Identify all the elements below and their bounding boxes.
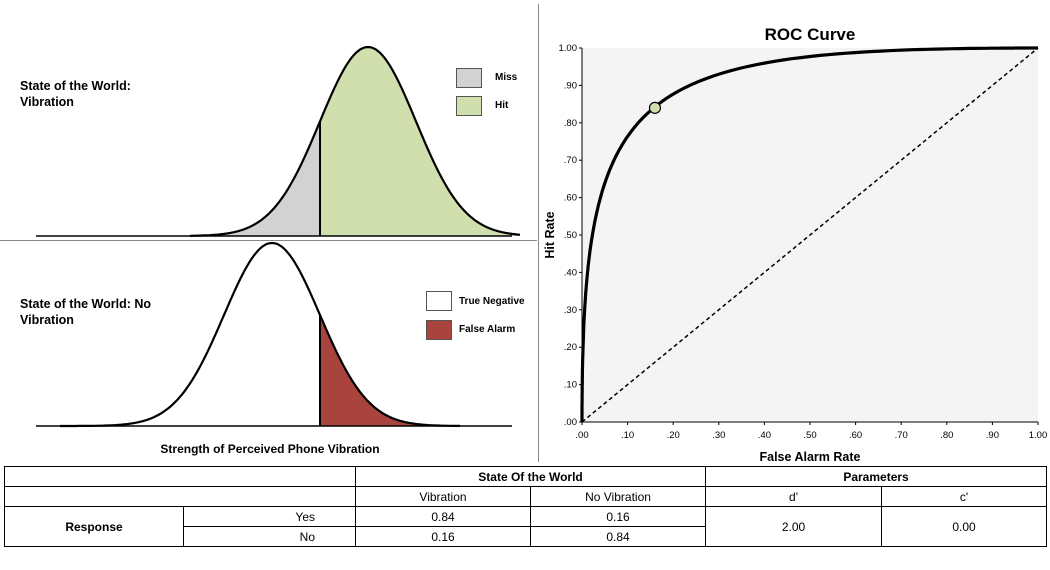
state-label-line1: State of the World: xyxy=(20,79,131,93)
false-alarm-area xyxy=(320,315,460,426)
vibration-distribution-chart xyxy=(36,45,521,237)
chance-diagonal-line xyxy=(581,47,1039,423)
roc-x-tick-label: .40 xyxy=(758,430,771,441)
state-label-vibration: State of the World: Vibration xyxy=(20,78,131,110)
parameters-header: Parameters xyxy=(705,466,1048,487)
roc-x-tick-label: .00 xyxy=(575,430,588,441)
miss-area xyxy=(190,121,320,236)
roc-y-tick-label: .30 xyxy=(564,305,577,316)
roc-x-tick-label: .50 xyxy=(803,430,816,441)
table-empty-cell xyxy=(4,486,356,507)
true-negative-legend-swatch xyxy=(426,291,452,311)
table-subheader-row: Vibration No Vibration d' c' xyxy=(4,486,1048,507)
false-alarm-legend-label: False Alarm xyxy=(459,324,516,335)
panel-divider xyxy=(0,240,537,241)
vibration-curve xyxy=(190,45,521,237)
roc-x-tick-label: .90 xyxy=(986,430,999,441)
roc-chart: ROC Curve False Alarm Rate Hit Rate .00.… xyxy=(543,25,1048,464)
roc-x-tick-label: .30 xyxy=(712,430,725,441)
roc-x-tick-label: .10 xyxy=(621,430,634,441)
table-empty-cell xyxy=(4,466,356,487)
roc-y-tick-label: .90 xyxy=(564,80,577,91)
vibration-column-header: Vibration xyxy=(355,486,531,507)
roc-x-tick-label: .20 xyxy=(667,430,680,441)
roc-x-axis-label: False Alarm Rate xyxy=(760,450,861,464)
no-row-label: No xyxy=(183,526,356,547)
roc-y-tick-label: .50 xyxy=(564,230,577,241)
cprime-column-header: c' xyxy=(881,486,1048,507)
table-row: Response Yes 0.84 0.16 2.00 0.00 xyxy=(4,506,1048,547)
roc-x-tick-label: .70 xyxy=(895,430,908,441)
roc-x-tick-label: .60 xyxy=(849,430,862,441)
roc-y-axis-label: Hit Rate xyxy=(543,211,557,258)
no-vibration-cell: 0.16 xyxy=(355,526,531,547)
roc-y-tick-label: .40 xyxy=(564,267,577,278)
roc-y-tick-label: .80 xyxy=(564,118,577,129)
roc-y-tick-label: 1.00 xyxy=(559,43,578,54)
response-row-header: Response xyxy=(4,506,184,547)
dprime-column-header: d' xyxy=(705,486,883,507)
hit-area xyxy=(320,47,520,236)
table-header-row: State Of the World Parameters xyxy=(4,466,1048,487)
hit-legend-swatch xyxy=(456,96,482,116)
dprime-value: 2.00 xyxy=(705,506,883,547)
roc-y-tick-label: .10 xyxy=(564,380,577,391)
state-label-no-vibration: State of the World: No Vibration xyxy=(20,296,151,328)
no-vibration-distribution-chart xyxy=(36,241,512,428)
no-vibration-column-header: No Vibration xyxy=(529,486,707,507)
yes-row-label: Yes xyxy=(183,506,356,527)
yes-vibration-cell: 0.84 xyxy=(355,506,531,527)
false-alarm-legend-swatch xyxy=(426,320,452,340)
miss-legend-swatch xyxy=(456,68,482,88)
miss-legend-label: Miss xyxy=(495,72,518,83)
strength-axis-label: Strength of Perceived Phone Vibration xyxy=(160,442,380,456)
roc-y-tick-label: .70 xyxy=(564,155,577,166)
results-table: State Of the World Parameters Vibration … xyxy=(4,466,1048,547)
roc-operating-point xyxy=(648,101,662,114)
state-label-line2: Vibration xyxy=(20,95,74,109)
roc-x-tick-label: .80 xyxy=(940,430,953,441)
vertical-divider xyxy=(538,4,539,462)
state-label-line2: Vibration xyxy=(20,313,74,327)
roc-y-tick-label: .00 xyxy=(564,417,577,428)
roc-x-tick-label: 1.00 xyxy=(1029,430,1048,441)
state-of-world-header: State Of the World xyxy=(354,466,707,487)
cprime-value: 0.00 xyxy=(881,506,1048,547)
table-row: No 0.16 0.84 xyxy=(5,526,1047,547)
roc-title: ROC Curve xyxy=(765,25,856,44)
roc-y-tick-label: .60 xyxy=(564,193,577,204)
yes-no-vibration-cell: 0.16 xyxy=(529,506,707,527)
roc-y-tick-label: .20 xyxy=(564,342,577,353)
true-negative-legend-label: True Negative xyxy=(459,296,525,307)
no-no-vibration-cell: 0.84 xyxy=(529,526,707,547)
hit-legend-label: Hit xyxy=(495,100,509,111)
no-vibration-curve xyxy=(60,241,460,428)
state-label-line1: State of the World: No xyxy=(20,297,152,311)
